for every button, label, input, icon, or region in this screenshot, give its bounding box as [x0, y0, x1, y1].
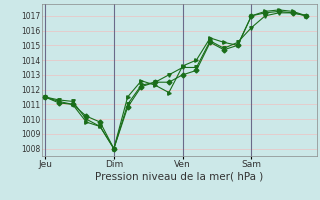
X-axis label: Pression niveau de la mer( hPa ): Pression niveau de la mer( hPa ) — [95, 172, 263, 182]
